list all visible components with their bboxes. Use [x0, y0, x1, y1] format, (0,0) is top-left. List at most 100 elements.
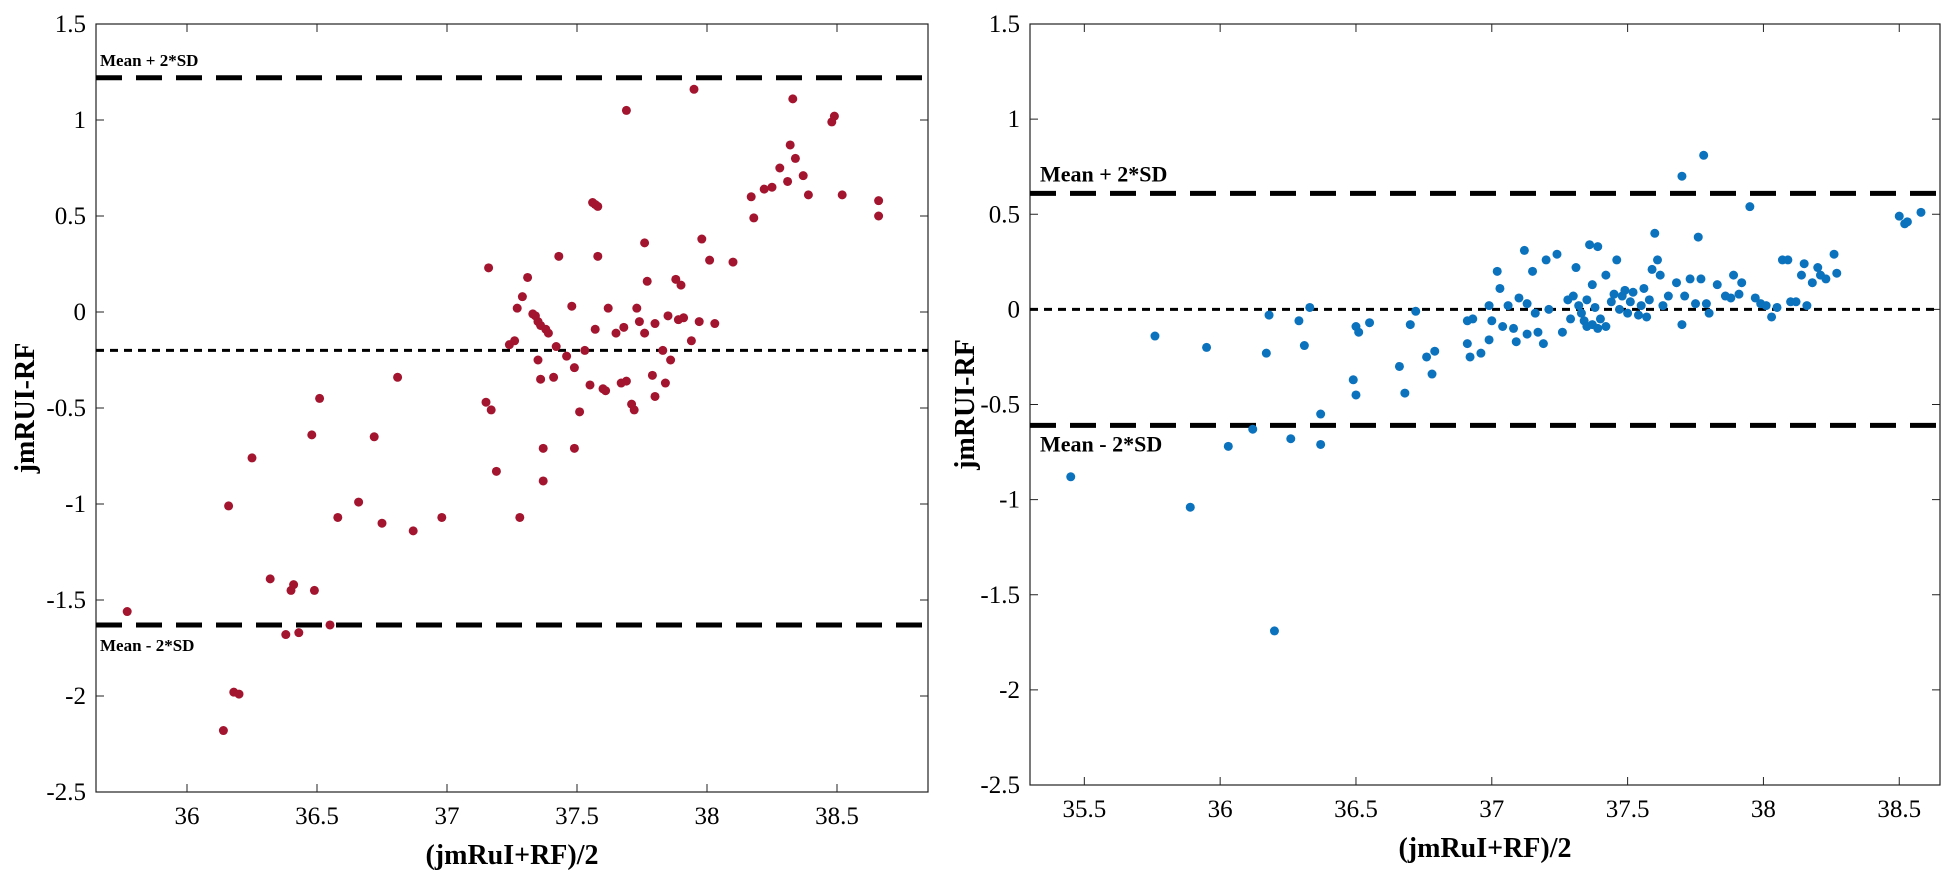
data-point: [611, 328, 621, 338]
data-point: [1729, 270, 1739, 280]
data-point: [650, 319, 660, 329]
data-point: [1595, 314, 1605, 324]
data-point: [1400, 388, 1410, 398]
data-point: [1614, 304, 1624, 314]
data-point: [746, 192, 756, 202]
y-tick-label: -2.5: [980, 772, 1020, 799]
data-point: [562, 351, 572, 361]
data-point: [1829, 249, 1839, 259]
y-tick-label: 0: [1008, 296, 1021, 323]
data-point: [1530, 308, 1540, 318]
data-point: [543, 328, 553, 338]
data-point: [1693, 232, 1703, 242]
data-point: [1832, 268, 1842, 278]
data-point: [666, 355, 676, 365]
upper-limit-annotation: Mean + 2*SD: [100, 51, 198, 70]
y-tick-label: -1: [65, 491, 86, 518]
y-tick-label: -0.5: [980, 392, 1020, 419]
data-point: [1498, 321, 1508, 331]
data-point: [1623, 308, 1633, 318]
y-tick-label: -1.5: [46, 587, 86, 614]
data-point: [1772, 302, 1782, 312]
x-tick-label: 38: [695, 803, 720, 830]
data-point: [1601, 321, 1611, 331]
data-point: [1593, 323, 1603, 333]
data-point: [593, 201, 603, 211]
x-tick-label: 37.5: [1606, 796, 1650, 823]
data-point: [1647, 264, 1657, 274]
data-point: [1802, 301, 1812, 311]
data-point: [1636, 301, 1646, 311]
data-point: [549, 372, 559, 382]
data-point: [1503, 301, 1513, 311]
data-point: [874, 211, 884, 221]
data-point: [783, 176, 793, 186]
data-point: [647, 370, 657, 380]
data-point: [1701, 299, 1711, 309]
data-point: [1202, 342, 1212, 352]
data-point: [354, 497, 364, 507]
data-point: [785, 140, 795, 150]
x-axis-label: (jmRuI+RF)/2: [425, 840, 598, 870]
data-point: [1726, 293, 1736, 303]
data-point: [1658, 301, 1668, 311]
x-tick-label: 38: [1751, 796, 1776, 823]
data-point: [1264, 310, 1274, 320]
data-point: [1522, 329, 1532, 339]
upper-limit-annotation: Mean + 2*SD: [1040, 161, 1167, 186]
data-point: [1269, 626, 1279, 636]
data-point: [437, 512, 447, 522]
data-point: [315, 393, 325, 403]
data-point: [621, 376, 631, 386]
data-point: [601, 386, 611, 396]
data-point: [569, 443, 579, 453]
data-point: [619, 322, 629, 332]
data-point: [1462, 339, 1472, 349]
data-point: [515, 512, 525, 522]
data-point: [1796, 270, 1806, 280]
data-point: [512, 303, 522, 313]
data-point: [408, 526, 418, 536]
data-point: [759, 184, 769, 194]
data-point: [1639, 283, 1649, 293]
data-point: [874, 196, 884, 206]
data-point: [1514, 293, 1524, 303]
data-point: [671, 274, 681, 284]
data-point: [1680, 291, 1690, 301]
y-tick-label: 0.5: [55, 203, 86, 230]
data-point: [1576, 308, 1586, 318]
data-point: [803, 190, 813, 200]
y-tick-label: -1.5: [980, 582, 1020, 609]
data-point: [1650, 228, 1660, 238]
data-point: [1652, 255, 1662, 265]
plot-frame: [95, 23, 929, 793]
data-point: [1544, 304, 1554, 314]
data-point: [663, 311, 673, 321]
data-point: [749, 213, 759, 223]
data-point: [1633, 310, 1643, 320]
data-point: [1783, 255, 1793, 265]
data-point: [1541, 255, 1551, 265]
data-point: [1813, 263, 1823, 273]
data-point: [551, 342, 561, 352]
data-point: [679, 313, 689, 323]
data-point: [676, 280, 686, 290]
data-point: [1620, 285, 1630, 295]
data-point: [1519, 245, 1529, 255]
data-point: [289, 580, 299, 590]
data-point: [694, 317, 704, 327]
data-point: [1672, 278, 1682, 288]
data-point: [265, 574, 275, 584]
x-tick-label: 36.5: [295, 803, 339, 830]
y-tick-label: -1: [999, 487, 1020, 514]
data-point: [728, 257, 738, 267]
data-point: [1468, 314, 1478, 324]
data-point: [554, 251, 564, 261]
y-tick-label: -2: [999, 677, 1020, 704]
x-tick-label: 36.5: [1334, 796, 1378, 823]
data-point: [393, 372, 403, 382]
y-tick-label: -2.5: [46, 779, 86, 806]
data-point: [122, 607, 132, 617]
data-point: [1642, 312, 1652, 322]
data-point: [484, 263, 494, 273]
